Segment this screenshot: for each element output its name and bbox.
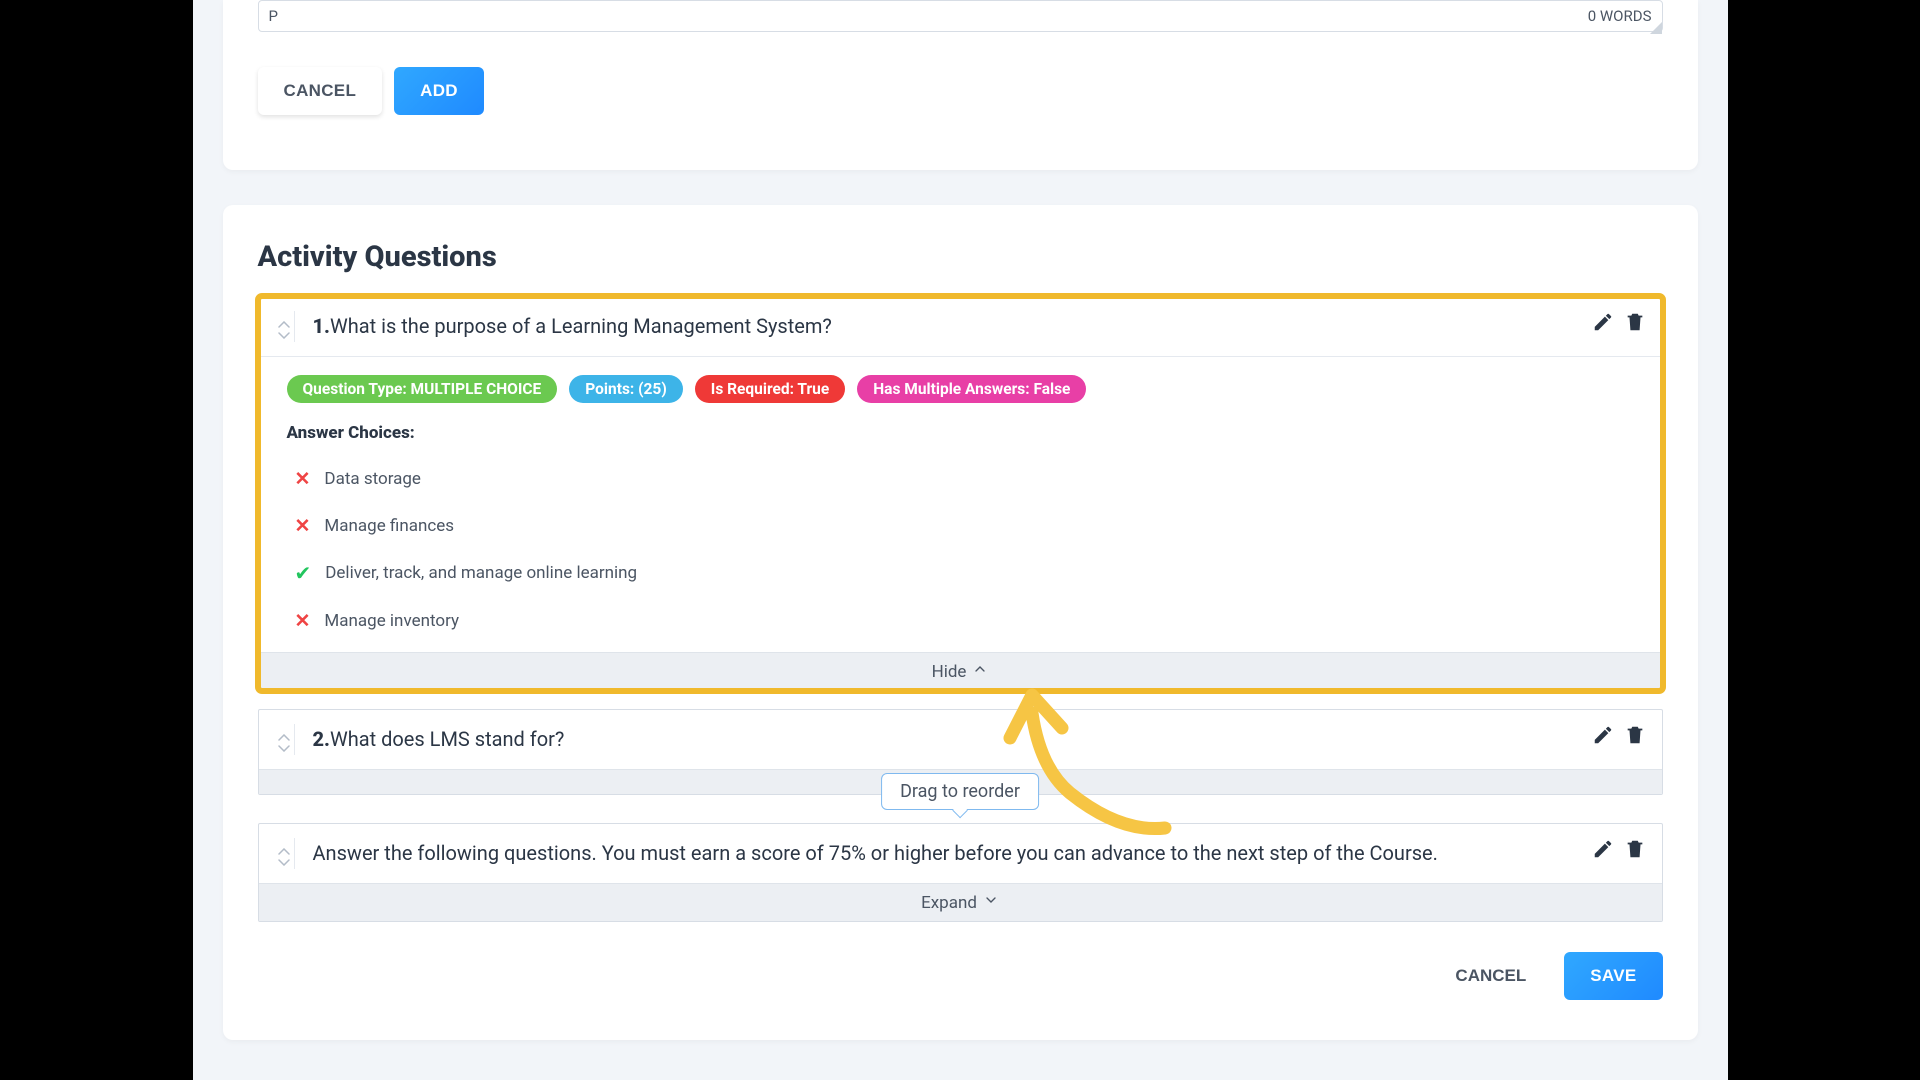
drag-handle-icon[interactable]: [275, 724, 295, 755]
cancel-button[interactable]: CANCEL: [1429, 952, 1552, 1000]
pill-multiple-answers: Has Multiple Answers: False: [857, 375, 1086, 403]
question-block: 1.What is the purpose of a Learning Mana…: [258, 296, 1663, 691]
editor-placeholder-token: P: [269, 7, 278, 25]
answer-choice: ✕Data storage: [287, 459, 1634, 498]
rich-text-editor[interactable]: P 0 WORDS: [258, 0, 1663, 32]
question-text: 1.What is the purpose of a Learning Mana…: [313, 311, 1592, 342]
editor-card: P 0 WORDS CANCEL ADD: [223, 0, 1698, 170]
word-count-label: 0 WORDS: [1588, 7, 1652, 25]
resize-grip-icon[interactable]: [1650, 22, 1662, 34]
answer-choice: ✔Deliver, track, and manage online learn…: [287, 553, 1634, 593]
delete-icon[interactable]: [1624, 724, 1646, 750]
expand-toggle[interactable]: Expand: [259, 883, 1662, 921]
question-number: 1.: [313, 314, 330, 338]
edit-icon[interactable]: [1592, 311, 1614, 337]
answer-choice: ✕Manage finances: [287, 506, 1634, 545]
collapse-toggle[interactable]: Hide: [259, 652, 1662, 690]
cancel-button[interactable]: CANCEL: [258, 67, 383, 115]
drag-handle-icon[interactable]: [275, 838, 295, 869]
correct-icon: ✔: [295, 561, 312, 585]
pill-question-type: Question Type: MULTIPLE CHOICE: [287, 375, 558, 403]
answers-label: Answer Choices:: [287, 423, 1634, 443]
incorrect-icon: ✕: [295, 609, 311, 632]
pill-points: Points: (25): [569, 375, 683, 403]
pill-required: Is Required: True: [695, 375, 845, 403]
save-button[interactable]: SAVE: [1564, 952, 1662, 1000]
add-button[interactable]: ADD: [394, 67, 484, 115]
pill-row: Question Type: MULTIPLE CHOICE Points: (…: [287, 375, 1634, 403]
answer-choice: ✕Manage inventory: [287, 601, 1634, 640]
delete-icon[interactable]: [1624, 838, 1646, 864]
section-title: Activity Questions: [223, 240, 1698, 296]
drag-handle-icon[interactable]: [275, 311, 295, 342]
question-block: Answer the following questions. You must…: [258, 823, 1663, 922]
drag-reorder-tooltip: Drag to reorder: [881, 773, 1039, 810]
question-text: Answer the following questions. You must…: [313, 838, 1592, 869]
incorrect-icon: ✕: [295, 467, 311, 490]
incorrect-icon: ✕: [295, 514, 311, 537]
question-text: 2.What does LMS stand for?: [313, 724, 1592, 755]
chevron-up-icon: [972, 661, 988, 682]
edit-icon[interactable]: [1592, 838, 1614, 864]
delete-icon[interactable]: [1624, 311, 1646, 337]
chevron-down-icon: [983, 892, 999, 913]
edit-icon[interactable]: [1592, 724, 1614, 750]
activity-questions-card: Activity Questions 1.What is the purpose…: [223, 205, 1698, 1040]
question-number: 2.: [313, 727, 330, 751]
